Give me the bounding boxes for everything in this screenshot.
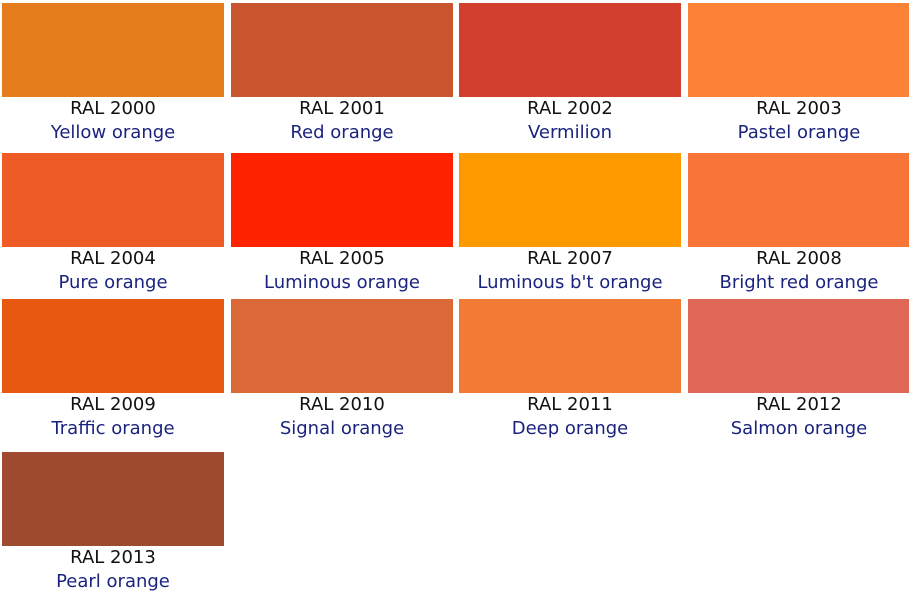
color-code-label: RAL 2004 bbox=[70, 248, 156, 269]
color-code-label: RAL 2009 bbox=[70, 394, 156, 415]
color-swatch bbox=[688, 299, 909, 393]
color-name-label: Yellow orange bbox=[50, 122, 176, 143]
color-name-label: Traffic orange bbox=[51, 418, 175, 439]
color-swatch bbox=[688, 3, 909, 97]
color-card: RAL 2007 Luminous b't orange bbox=[459, 153, 681, 301]
color-swatch bbox=[231, 299, 453, 393]
color-name-label: Pearl orange bbox=[56, 571, 170, 592]
color-name-label: Vermilion bbox=[527, 122, 613, 143]
color-name-label: Red orange bbox=[290, 122, 394, 143]
color-card: RAL 2000 Yellow orange bbox=[2, 3, 224, 151]
color-card: RAL 2013 Pearl orange bbox=[2, 452, 224, 600]
color-name-label: Salmon orange bbox=[730, 418, 868, 439]
color-swatch bbox=[2, 3, 224, 97]
color-card: RAL 2012 Salmon orange bbox=[688, 299, 909, 447]
color-name-label: Bright red orange bbox=[719, 272, 879, 293]
color-code-label: RAL 2010 bbox=[299, 394, 385, 415]
color-card: RAL 2009 Traffic orange bbox=[2, 299, 224, 447]
color-card: RAL 2001 Red orange bbox=[231, 3, 453, 151]
color-card: RAL 2002 Vermilion bbox=[459, 3, 681, 151]
color-card: RAL 2004 Pure orange bbox=[2, 153, 224, 301]
color-name-label: Pastel orange bbox=[737, 122, 861, 143]
color-name-label: Luminous orange bbox=[264, 272, 420, 293]
color-code-label: RAL 2000 bbox=[70, 98, 156, 119]
color-swatch bbox=[231, 153, 453, 247]
color-swatch bbox=[231, 3, 453, 97]
color-code-label: RAL 2013 bbox=[70, 547, 156, 568]
color-swatch bbox=[459, 153, 681, 247]
color-card: RAL 2011 Deep orange bbox=[459, 299, 681, 447]
color-swatch bbox=[459, 3, 681, 97]
color-swatch bbox=[2, 452, 224, 546]
color-swatch bbox=[2, 299, 224, 393]
color-code-label: RAL 2007 bbox=[527, 248, 613, 269]
color-name-label: Deep orange bbox=[511, 418, 629, 439]
color-name-label: Luminous b't orange bbox=[477, 272, 663, 293]
color-swatch bbox=[688, 153, 909, 247]
color-card: RAL 2010 Signal orange bbox=[231, 299, 453, 447]
color-code-label: RAL 2001 bbox=[299, 98, 385, 119]
color-code-label: RAL 2012 bbox=[756, 394, 842, 415]
color-swatch bbox=[459, 299, 681, 393]
color-card: RAL 2003 Pastel orange bbox=[688, 3, 909, 151]
color-code-label: RAL 2002 bbox=[527, 98, 613, 119]
color-swatch bbox=[2, 153, 224, 247]
color-code-label: RAL 2008 bbox=[756, 248, 842, 269]
color-code-label: RAL 2011 bbox=[527, 394, 613, 415]
color-card: RAL 2008 Bright red orange bbox=[688, 153, 909, 301]
color-name-label: Signal orange bbox=[279, 418, 405, 439]
color-code-label: RAL 2005 bbox=[299, 248, 385, 269]
color-code-label: RAL 2003 bbox=[756, 98, 842, 119]
color-card: RAL 2005 Luminous orange bbox=[231, 153, 453, 301]
color-name-label: Pure orange bbox=[58, 272, 168, 293]
